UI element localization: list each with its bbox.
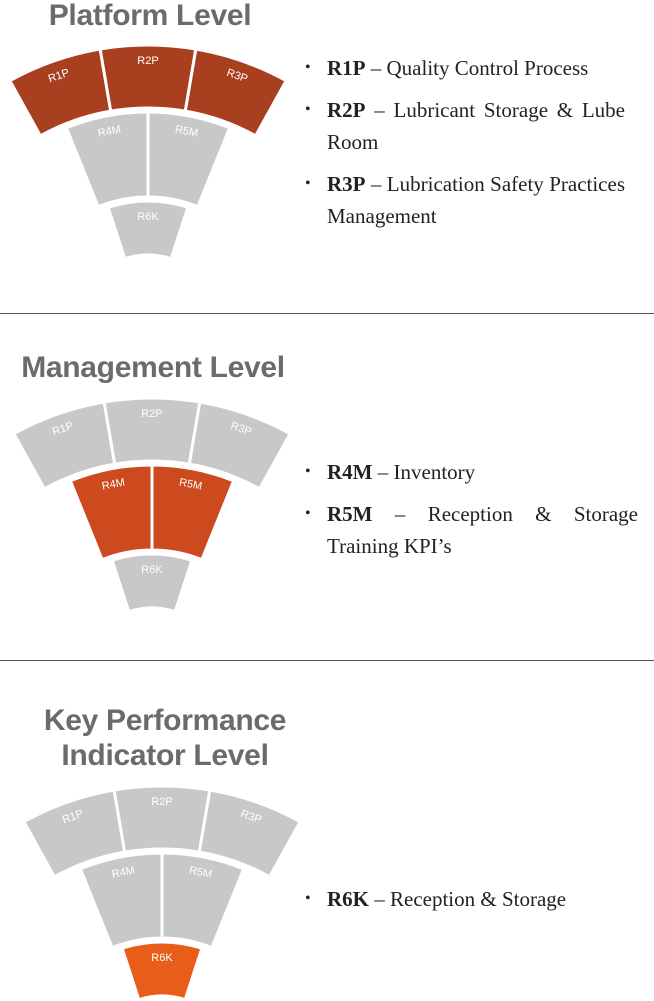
bullet-code: R5M (327, 502, 373, 526)
bullet-item: R4M – Inventory (305, 456, 638, 488)
segment-label: R5M (178, 477, 203, 493)
section-title: Platform Level (48, 0, 252, 32)
segment (150, 463, 236, 562)
segment-label: R4M (97, 124, 122, 140)
segment (183, 47, 289, 138)
bullet-code: R1P (327, 56, 366, 80)
bullet-text: – Quality Control Process (370, 56, 589, 80)
bullet-code: R3P (327, 172, 366, 196)
bullet-item: R2P – Lubricant Storage & Lube Room (305, 94, 625, 158)
segment (197, 788, 303, 879)
section-title: Management Level (21, 351, 285, 384)
bullet-item: R3P – Lubrication Safety Practices Manag… (305, 168, 625, 232)
segment (187, 400, 293, 491)
bullet-text: – Lubricant Storage & Lube Room (327, 98, 626, 154)
segment-label: R5M (188, 865, 213, 881)
segment-label: R2P (141, 408, 162, 420)
bullet-text: – Reception & Storage (374, 887, 567, 911)
segment-label: R6K (141, 564, 163, 576)
segment-label: R5M (174, 124, 199, 140)
bullet-list: R6K – Reception & Storage (305, 883, 635, 925)
segment-label: R4M (111, 865, 136, 881)
segment-label: R2P (137, 55, 158, 67)
segment-label: R2P (151, 796, 172, 808)
bullet-text: – Reception & Storage Training KPI’s (327, 502, 638, 558)
bullet-item: R5M – Reception & Storage Training KPI’s (305, 498, 638, 562)
bullet-code: R6K (327, 887, 369, 911)
segment (110, 552, 194, 614)
segment (160, 851, 246, 950)
segment (146, 110, 232, 209)
bullet-list: R1P – Quality Control ProcessR2P – Lubri… (305, 52, 625, 242)
bullet-code: R4M (327, 460, 373, 484)
bullet-text: – Inventory (377, 460, 476, 484)
bullet-text: – Lubrication Safety Practices Managemen… (327, 172, 626, 228)
section-title: Key Performance Indicator Level (43, 704, 287, 772)
bullet-code: R2P (327, 98, 366, 122)
separator (0, 313, 654, 314)
bullet-list: R4M – InventoryR5M – Reception & Storage… (305, 456, 638, 572)
segment (120, 940, 204, 1000)
separator (0, 660, 654, 661)
segment (106, 199, 190, 261)
bullet-item: R6K – Reception & Storage (305, 883, 635, 915)
segment-label: R6K (137, 211, 159, 223)
bullet-item: R1P – Quality Control Process (305, 52, 625, 84)
segment-label: R4M (101, 477, 126, 493)
segment-label: R6K (151, 952, 173, 964)
